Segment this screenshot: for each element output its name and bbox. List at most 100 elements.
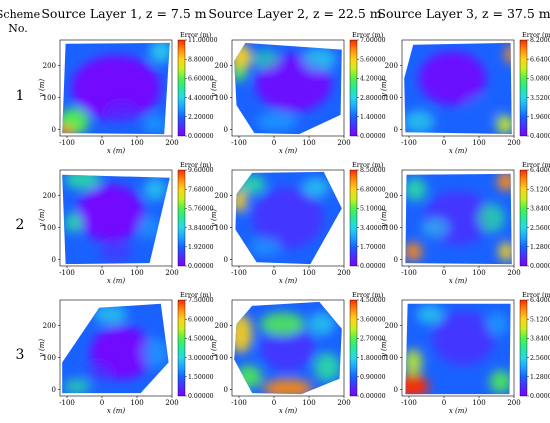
x-axis-label: x (m) — [449, 277, 468, 285]
error-blob — [418, 51, 486, 106]
y-tick-label: 0 — [52, 256, 56, 264]
x-tick-label: 0 — [272, 399, 276, 407]
error-blob — [234, 65, 247, 82]
colorbar — [349, 299, 358, 397]
error-field — [62, 174, 170, 265]
error-blob — [238, 174, 266, 194]
colorbar-tick-label: 5.12000 — [530, 186, 550, 193]
colorbar-tick-label: 4.20000 — [360, 76, 386, 83]
y-tick-label: 100 — [385, 94, 398, 102]
error-blob — [486, 312, 509, 336]
colorbar-tick-label: 3.84000 — [188, 225, 214, 232]
error-blob — [234, 314, 253, 353]
x-tick-label: 100 — [472, 399, 485, 407]
error-blob — [505, 44, 512, 65]
y-tick-label: 100 — [43, 354, 56, 362]
error-field — [405, 173, 512, 265]
scheme-label-line2: No. — [8, 22, 28, 35]
colorbar-tick-label: 3.60000 — [360, 316, 386, 323]
y-tick-label: 200 — [385, 62, 398, 70]
y-axis-label: y (m) — [38, 79, 46, 99]
plot-frame — [59, 169, 173, 267]
plot-frame — [231, 169, 345, 267]
colorbar-tick-label: 6.60000 — [188, 76, 214, 83]
colorbar-tick-label: 0.00000 — [360, 393, 386, 400]
error-blob — [144, 114, 167, 135]
column-header-2: Source Layer 2, z = 22.5 m — [208, 6, 381, 21]
x-tick-label: -100 — [231, 269, 247, 277]
colorbar — [349, 169, 358, 267]
colorbar — [519, 169, 528, 267]
colorbar-tick-label: 1.40000 — [360, 114, 386, 121]
colorbar-title: Error (m) — [180, 161, 212, 169]
error-blob — [308, 312, 335, 336]
x-axis-label: x (m) — [279, 147, 298, 155]
error-blob — [256, 112, 297, 132]
y-tick-label: 0 — [224, 126, 228, 134]
colorbar-tick-label: 0.00000 — [188, 133, 214, 140]
colorbar-tick-label: 0.00000 — [188, 393, 214, 400]
error-blob — [64, 174, 101, 190]
y-tick-label: 0 — [394, 386, 398, 394]
error-blob — [416, 304, 444, 324]
colorbar-tick-label: 9.60000 — [188, 167, 214, 174]
x-tick-label: 100 — [472, 139, 485, 147]
colorbar — [177, 39, 186, 137]
colorbar-title: Error (m) — [522, 31, 550, 39]
error-blob — [235, 189, 247, 213]
error-blob — [432, 311, 495, 366]
y-tick-label: 200 — [215, 192, 228, 200]
colorbar-tick-label: 0.00000 — [188, 263, 214, 270]
colorbar-tick-label: 3.52000 — [530, 95, 550, 102]
colorbar-tick-label: 6.80000 — [360, 186, 386, 193]
error-field — [62, 303, 169, 394]
y-axis-label: y (m) — [210, 79, 218, 99]
colorbar — [349, 39, 358, 137]
colorbar-tick-label: 5.76000 — [188, 206, 214, 213]
colorbar-tick-label: 8.50000 — [360, 167, 386, 174]
colorbar-tick-label: 0.40000 — [530, 133, 550, 140]
colorbar-tick-label: 5.12000 — [530, 316, 550, 323]
plot-frame — [59, 299, 173, 397]
x-tick-label: 200 — [507, 269, 520, 277]
x-tick-label: 0 — [100, 269, 104, 277]
error-blob — [141, 338, 169, 368]
colorbar-tick-label: 0.00000 — [530, 393, 550, 400]
colorbar-tick-label: 1.70000 — [360, 244, 386, 251]
y-tick-label: 0 — [52, 386, 56, 394]
y-axis-label: y (m) — [380, 209, 388, 229]
x-tick-label: -100 — [59, 399, 75, 407]
x-tick-label: 0 — [100, 399, 104, 407]
row-label-1: 1 — [16, 88, 25, 104]
error-blob — [463, 95, 498, 119]
y-tick-label: 200 — [43, 192, 56, 200]
colorbar-tick-label: 6.40000 — [530, 297, 550, 304]
colorbar-title: Error (m) — [522, 161, 550, 169]
y-tick-label: 0 — [224, 386, 228, 394]
x-axis-label: x (m) — [107, 277, 126, 285]
error-blob — [313, 352, 341, 382]
error-blob — [405, 374, 429, 395]
colorbar-tick-label: 6.00000 — [188, 316, 214, 323]
y-tick-label: 100 — [43, 94, 56, 102]
y-axis-label: y (m) — [380, 339, 388, 359]
error-blob — [489, 370, 511, 394]
colorbar-title: Error (m) — [522, 291, 550, 299]
colorbar-tick-label: 2.70000 — [360, 336, 386, 343]
x-tick-label: 100 — [302, 139, 315, 147]
x-tick-label: 200 — [337, 399, 350, 407]
x-tick-label: -100 — [401, 399, 417, 407]
y-tick-label: 0 — [394, 126, 398, 134]
error-blob — [496, 114, 512, 135]
error-blob — [404, 110, 435, 134]
x-tick-label: 100 — [130, 399, 143, 407]
error-blob — [260, 312, 305, 336]
plot-frame — [231, 299, 345, 397]
x-tick-label: 0 — [442, 139, 446, 147]
colorbar-tick-label: 0.90000 — [360, 374, 386, 381]
